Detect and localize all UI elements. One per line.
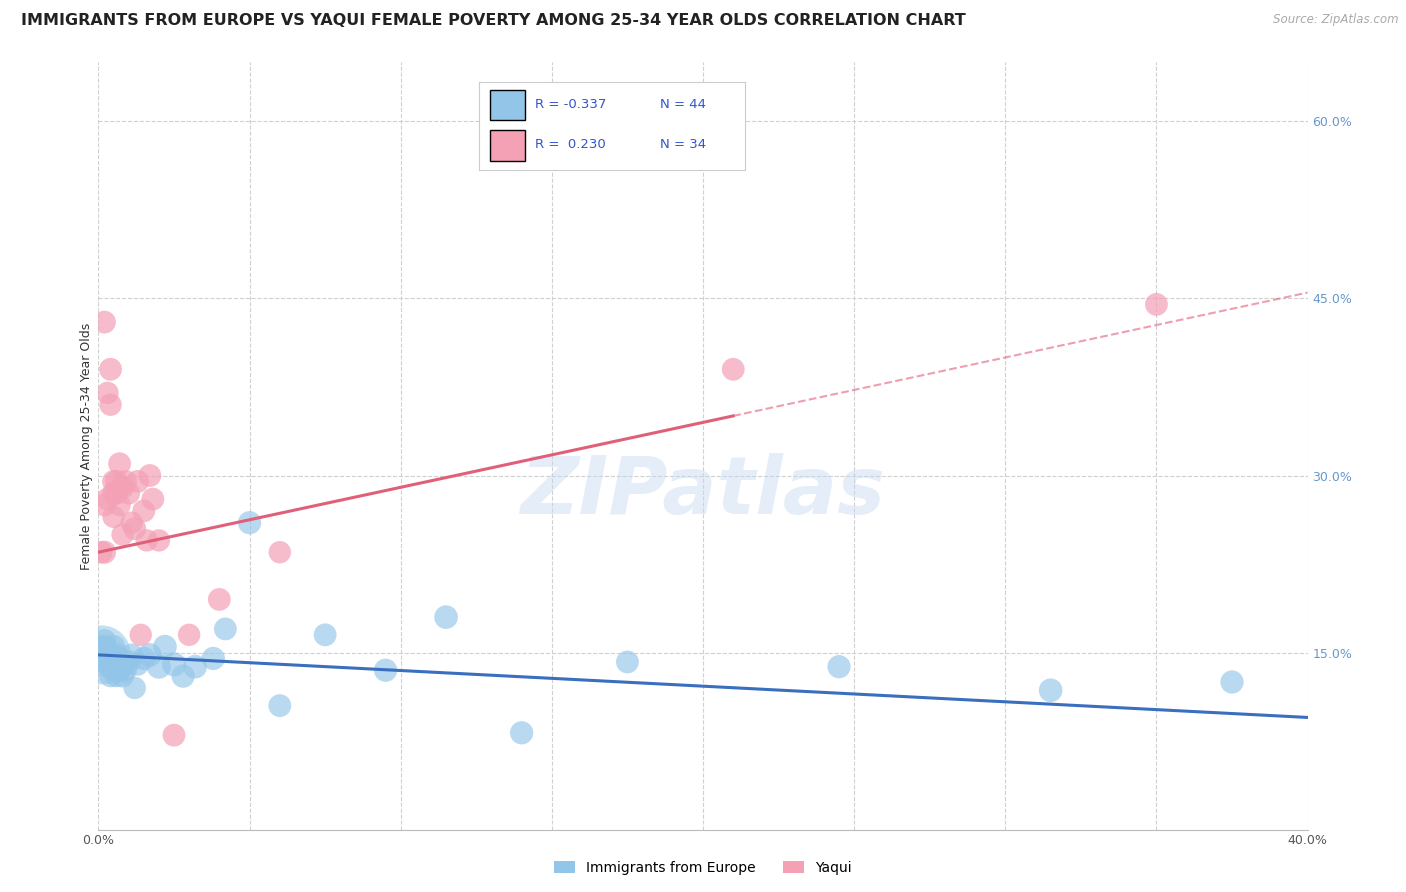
Point bbox=[93, 640, 115, 654]
Point bbox=[135, 533, 157, 548]
Point bbox=[269, 698, 291, 713]
Point bbox=[132, 651, 155, 665]
Point bbox=[172, 669, 194, 683]
Point bbox=[239, 516, 262, 530]
Point bbox=[124, 522, 146, 536]
Point bbox=[103, 475, 125, 489]
Point bbox=[121, 516, 143, 530]
Point bbox=[374, 663, 396, 677]
Point bbox=[103, 651, 125, 665]
Point bbox=[314, 628, 336, 642]
Point bbox=[208, 592, 231, 607]
Point bbox=[1144, 297, 1167, 311]
Point bbox=[96, 643, 118, 657]
Point bbox=[179, 628, 201, 642]
Point bbox=[105, 475, 128, 489]
Point bbox=[100, 648, 122, 662]
Point bbox=[111, 527, 134, 541]
Point bbox=[163, 728, 186, 742]
Point bbox=[118, 655, 141, 669]
Text: IMMIGRANTS FROM EUROPE VS YAQUI FEMALE POVERTY AMONG 25-34 YEAR OLDS CORRELATION: IMMIGRANTS FROM EUROPE VS YAQUI FEMALE P… bbox=[21, 13, 966, 29]
Point bbox=[124, 681, 146, 695]
Point bbox=[105, 648, 128, 662]
Point bbox=[105, 669, 128, 683]
Text: ZIPatlas: ZIPatlas bbox=[520, 453, 886, 531]
Point bbox=[118, 486, 141, 500]
Point bbox=[100, 362, 122, 376]
Point bbox=[105, 486, 128, 500]
Point bbox=[90, 648, 112, 662]
Point bbox=[127, 657, 149, 672]
Point bbox=[93, 315, 115, 329]
Point bbox=[114, 663, 136, 677]
Point bbox=[153, 640, 176, 654]
Point bbox=[103, 663, 125, 677]
Point bbox=[269, 545, 291, 559]
Point bbox=[111, 657, 134, 672]
Point bbox=[100, 669, 122, 683]
Point bbox=[96, 492, 118, 507]
Point bbox=[434, 610, 457, 624]
Point bbox=[111, 669, 134, 683]
Point bbox=[114, 475, 136, 489]
Point bbox=[90, 643, 112, 657]
Y-axis label: Female Poverty Among 25-34 Year Olds: Female Poverty Among 25-34 Year Olds bbox=[80, 322, 93, 570]
Point bbox=[90, 545, 112, 559]
Point bbox=[93, 655, 115, 669]
Point bbox=[142, 492, 165, 507]
Point bbox=[121, 648, 143, 662]
Point bbox=[132, 504, 155, 518]
Legend: Immigrants from Europe, Yaqui: Immigrants from Europe, Yaqui bbox=[548, 855, 858, 880]
Point bbox=[1039, 683, 1062, 698]
Point bbox=[1220, 675, 1243, 690]
Point bbox=[103, 509, 125, 524]
Point bbox=[93, 545, 115, 559]
Point bbox=[127, 475, 149, 489]
Point bbox=[103, 640, 125, 654]
Point bbox=[148, 659, 170, 673]
Point bbox=[100, 398, 122, 412]
Point bbox=[111, 480, 134, 494]
Point bbox=[108, 651, 131, 665]
Point bbox=[510, 726, 533, 740]
Point bbox=[108, 663, 131, 677]
Point bbox=[139, 648, 162, 662]
Point bbox=[184, 659, 207, 673]
Point bbox=[96, 651, 118, 665]
Point bbox=[96, 385, 118, 400]
Point bbox=[96, 659, 118, 673]
Point bbox=[93, 633, 115, 648]
Point bbox=[93, 498, 115, 512]
Point bbox=[100, 657, 122, 672]
Text: Source: ZipAtlas.com: Source: ZipAtlas.com bbox=[1274, 13, 1399, 27]
Point bbox=[103, 486, 125, 500]
Point bbox=[129, 628, 152, 642]
Point bbox=[723, 362, 745, 376]
Point bbox=[202, 651, 225, 665]
Point bbox=[108, 498, 131, 512]
Point bbox=[214, 622, 236, 636]
Point bbox=[139, 468, 162, 483]
Point bbox=[616, 655, 638, 669]
Point bbox=[108, 457, 131, 471]
Point bbox=[90, 648, 112, 662]
Point bbox=[148, 533, 170, 548]
Point bbox=[163, 657, 186, 672]
Point bbox=[828, 659, 851, 673]
